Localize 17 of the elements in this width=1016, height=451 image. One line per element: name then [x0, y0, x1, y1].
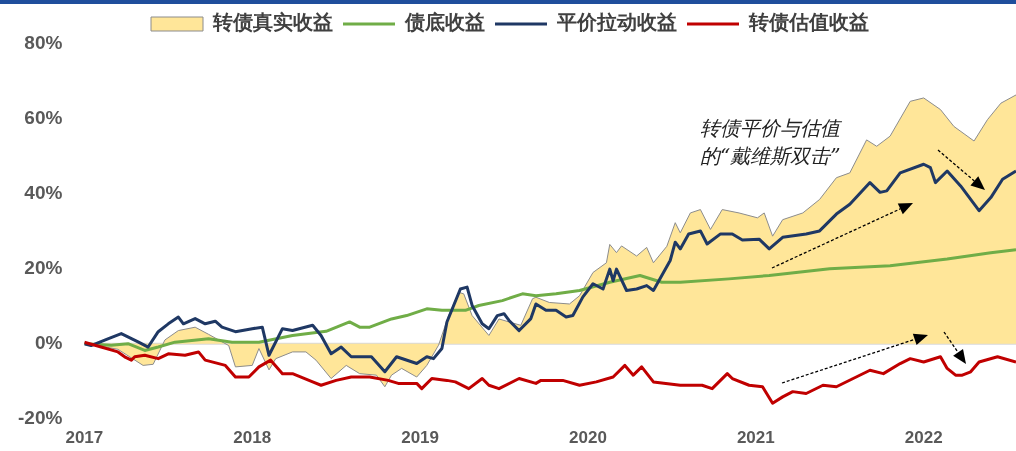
x-tick-label: 2018	[233, 428, 272, 448]
legend-label: 转债真实收益	[212, 10, 333, 35]
x-tick-label: 2020	[569, 428, 607, 448]
x-tick-label: 2017	[65, 428, 104, 448]
annotation: 转债平价与估值的“戴维斯双击”	[700, 115, 843, 170]
legend-label: 债底收益	[404, 10, 485, 35]
y-tick-label: 80%	[24, 32, 63, 54]
y-tick-label: -20%	[18, 406, 63, 428]
x-tick-label: 2022	[904, 428, 943, 448]
legend-label: 平价拉动收益	[556, 10, 677, 35]
x-tick-label: 2021	[736, 428, 775, 448]
legend-label: 转债估值收益	[748, 10, 869, 35]
y-tick-label: 0%	[34, 331, 63, 353]
y-tick-label: 60%	[24, 107, 63, 129]
y-tick-label: 20%	[24, 256, 63, 278]
x-tick-label: 2019	[401, 428, 439, 448]
y-tick-label: 40%	[24, 182, 63, 204]
